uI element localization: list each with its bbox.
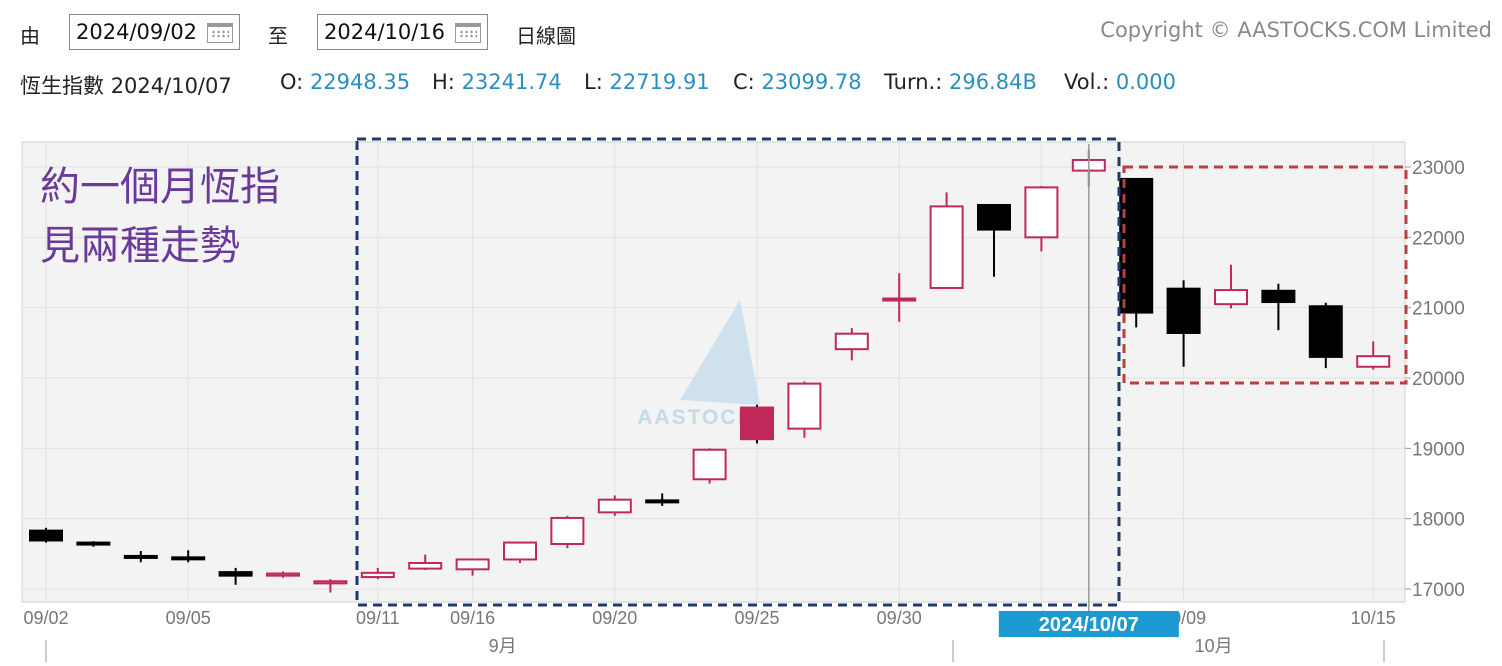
turnover-value: 296.84B (948, 70, 1037, 94)
x-tick-label: 09/20 (592, 608, 637, 628)
y-tick-label: 20000 (1412, 369, 1465, 390)
candle-body (171, 556, 206, 561)
candle-body (455, 558, 490, 571)
turnover-readout: Turn.: 296.84B (884, 70, 1037, 94)
candle-body (76, 541, 111, 546)
candle-body (1261, 289, 1296, 304)
candle-body (503, 541, 537, 561)
watermark-text: AASTOCKS (637, 406, 770, 429)
index-name: 恆生指數 (20, 74, 104, 98)
y-axis: 17000 18000 19000 20000 21000 22000 23000 (1405, 158, 1465, 601)
candle-body (740, 406, 774, 441)
y-tick-label: 23000 (1412, 158, 1465, 179)
quote-date: 2024/10/07 (110, 74, 232, 98)
candle-body (408, 561, 443, 570)
low-value: 22719.91 (609, 70, 710, 94)
candles (29, 149, 1391, 593)
red-highlight-box (1122, 165, 1408, 385)
blue-highlight-box (355, 137, 1121, 607)
annotation-line-2: 見兩種走勢 (40, 223, 240, 269)
candle-body (1356, 355, 1391, 368)
month-label: 9月 (489, 636, 517, 656)
y-tick-label: 21000 (1412, 299, 1465, 320)
candle-body (787, 382, 822, 430)
from-date-input[interactable]: 2024/09/02 (69, 14, 240, 50)
crosshair-date-label: 2024/10/07 (1039, 614, 1139, 636)
toolbar: 由 2024/09/02 至 2024/10/16 日線圖 Copyright … (0, 0, 1502, 110)
candle-body (360, 571, 395, 579)
y-tick-label: 18000 (1412, 510, 1465, 531)
volume-value: 0.000 (1115, 70, 1176, 94)
close-label: C: (733, 70, 755, 94)
y-tick-label: 17000 (1412, 580, 1465, 601)
candle-body (692, 448, 727, 481)
candle-body (550, 516, 585, 545)
candle-body (218, 571, 253, 577)
open-readout: O: 22948.35 (280, 70, 410, 94)
x-tick-label: 09/05 (166, 608, 211, 628)
to-date-value: 2024/10/16 (324, 20, 446, 44)
candle-body (645, 499, 680, 504)
close-readout: C: 23099.78 (733, 70, 862, 94)
period-selector[interactable]: 日線圖 (516, 24, 576, 48)
annotation-line-1: 約一個月恆指 (40, 164, 280, 210)
index-name-date: 恆生指數 2024/10/07 (20, 70, 232, 100)
close-value: 23099.78 (761, 70, 862, 94)
from-date-value: 2024/09/02 (76, 20, 198, 44)
candle-body (977, 203, 1011, 231)
month-label: 10月 (1195, 636, 1233, 656)
candle-body (266, 572, 300, 577)
x-axis: 09/0209/0509/1109/1609/2009/2509/3010/04… (23, 608, 1396, 662)
high-readout: H: 23241.74 (432, 70, 562, 94)
candle-body (123, 554, 158, 559)
to-label: 至 (268, 24, 288, 48)
candle-body (929, 205, 964, 289)
x-tick-label: 09/30 (877, 608, 922, 628)
low-label: L: (584, 70, 603, 94)
turnover-label: Turn.: (884, 70, 943, 94)
copyright-text: Copyright © AASTOCKS.COM Limited (1100, 18, 1492, 42)
y-tick-label: 22000 (1412, 228, 1465, 249)
open-value: 22948.35 (309, 70, 411, 94)
candle-body (834, 332, 869, 351)
y-tick-label: 19000 (1412, 439, 1465, 460)
x-tick-label: 09/02 (23, 608, 68, 628)
calendar-icon[interactable] (455, 23, 481, 43)
high-value: 23241.74 (461, 70, 562, 94)
x-tick-label: 09/16 (450, 608, 495, 628)
volume-label: Vol.: (1064, 70, 1110, 94)
open-label: O: (280, 70, 304, 94)
calendar-icon[interactable] (207, 23, 233, 43)
candle-body (1308, 305, 1343, 358)
candle-body (882, 297, 917, 302)
candle-body (1166, 287, 1201, 334)
watermark-logo-icon (680, 300, 760, 405)
volume-readout: Vol.: 0.000 (1064, 70, 1176, 94)
watermark: AASTOCKS (637, 300, 770, 429)
low-readout: L: 22719.91 (584, 70, 710, 94)
crosshair-label-bg (998, 611, 1179, 637)
candle-body (1024, 186, 1059, 239)
high-label: H: (432, 70, 455, 94)
candle-body (313, 580, 348, 585)
x-tick-label: 09/11 (356, 608, 400, 628)
crosshair: 2024/10/07 (998, 144, 1179, 637)
candle-body (597, 498, 632, 514)
x-tick-label: 09/25 (734, 608, 779, 628)
to-date-input[interactable]: 2024/10/16 (317, 14, 488, 50)
from-label: 由 (20, 24, 40, 48)
candle-body (29, 529, 63, 542)
candle-body (1214, 289, 1248, 306)
candle-body (1119, 177, 1154, 314)
x-tick-label: 10/15 (1351, 608, 1396, 628)
